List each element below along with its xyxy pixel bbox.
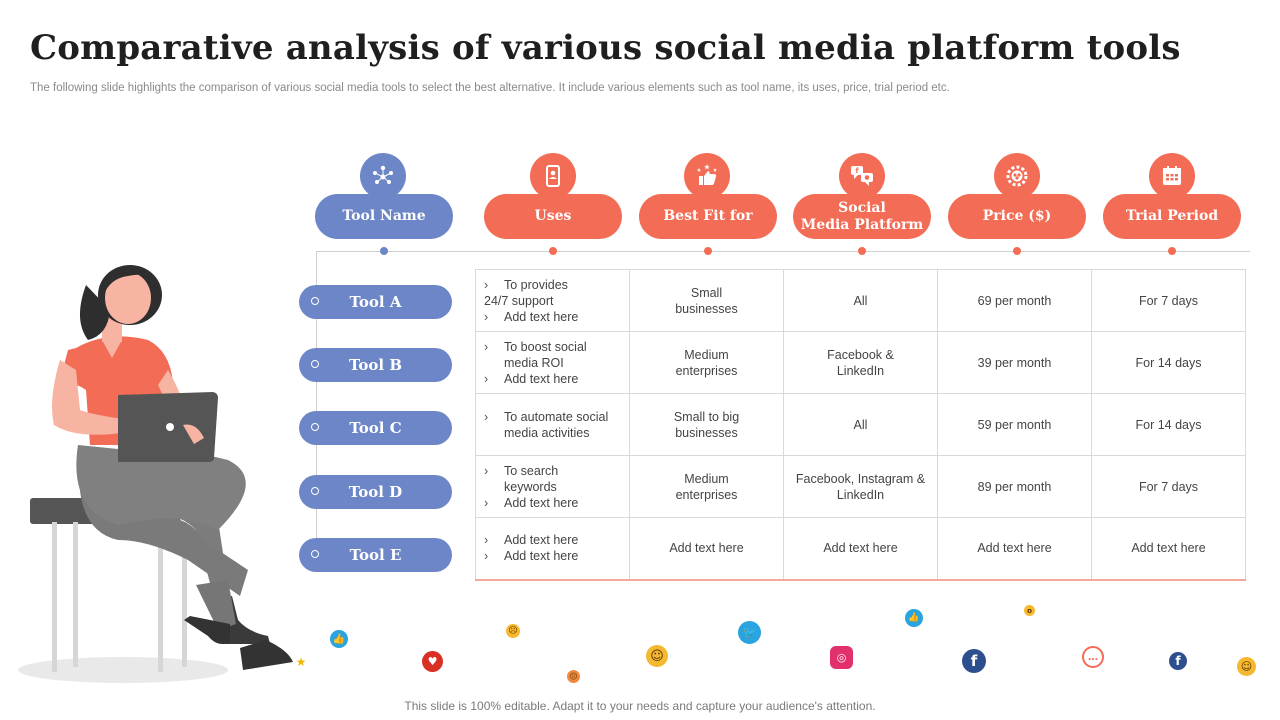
uses-cell: › To automate social media activities	[475, 393, 630, 456]
price-cell: Add text here	[937, 517, 1092, 581]
uses-cell: › To boost social media ROI › Add text her…	[475, 331, 630, 394]
people-network-icon	[360, 153, 406, 199]
uses-text: To automate social	[504, 409, 609, 424]
heart-icon: ♥	[422, 651, 443, 672]
platform-cell: All	[783, 393, 938, 456]
header-price: Price ($)	[948, 194, 1086, 239]
header-trial-period: Trial Period	[1103, 194, 1241, 239]
platform-cell: Facebook, Instagram & LinkedIn	[783, 455, 938, 518]
ring-icon	[311, 487, 319, 495]
thumbs-up-stars-icon	[684, 153, 730, 199]
platform-cell: Add text here	[783, 517, 938, 581]
wow-emoji-icon: o	[1024, 605, 1035, 616]
header-social-platform: Social Media Platform	[793, 194, 931, 239]
uses-text: To provides	[504, 277, 568, 292]
uses-text: Add text here	[504, 495, 579, 510]
connector-dot	[549, 247, 557, 255]
calendar-icon	[1149, 153, 1195, 199]
table-row: › To search keywords › Add text here Mediu…	[475, 455, 1246, 518]
uses-text: Add text here	[504, 533, 579, 548]
price-cell: 59 per month	[937, 393, 1092, 456]
uses-text: 24/7 support	[484, 293, 554, 308]
twitter-icon: 🐦	[738, 621, 761, 644]
like-icon: 👍	[905, 609, 923, 627]
mobile-user-icon	[530, 153, 576, 199]
ring-icon	[311, 360, 319, 368]
tool-label: Tool E	[299, 538, 452, 572]
slide-footer: This slide is 100% editable. Adapt it to…	[404, 699, 876, 713]
facebook-icon: f	[1169, 652, 1187, 670]
tool-label: Tool B	[299, 348, 452, 382]
trial-cell: For 7 days	[1091, 269, 1246, 332]
tool-label: Tool A	[299, 285, 452, 319]
trial-cell: Add text here	[1091, 517, 1246, 581]
tool-name: Tool B	[348, 356, 403, 374]
price-cell: 89 per month	[937, 455, 1092, 518]
price-cell: 39 per month	[937, 331, 1092, 394]
uses-cell: › Add text here › Add text here	[475, 517, 630, 581]
slide-subtitle: The following slide highlights the compa…	[30, 82, 950, 94]
header-uses: Uses	[484, 194, 622, 239]
best-fit-cell: Add text here	[629, 517, 784, 581]
table-row: › To automate social media activities Sma…	[475, 393, 1246, 456]
best-fit-cell: Medium enterprises	[629, 331, 784, 394]
platform-cell: Facebook & LinkedIn	[783, 331, 938, 394]
tool-label: Tool D	[299, 475, 452, 509]
uses-cell: › To search keywords › Add text here	[475, 455, 630, 518]
laughing-emoji-icon: ☺	[646, 645, 668, 667]
platform-cell: All	[783, 269, 938, 332]
tool-name: Tool A	[349, 293, 402, 311]
trial-cell: For 7 days	[1091, 455, 1246, 518]
chat-bubble-icon: …	[1082, 646, 1104, 668]
instagram-icon: ◎	[830, 646, 853, 669]
svg-text:f: f	[855, 167, 859, 175]
connector-dot	[1168, 247, 1176, 255]
uses-text: keywords	[504, 479, 557, 494]
header-best-fit: Best Fit for	[639, 194, 777, 239]
uses-text: Add text here	[504, 371, 579, 386]
uses-text: To search	[504, 463, 559, 478]
table-row: › To boost social media ROI › Add text her…	[475, 331, 1246, 394]
gear-coins-icon	[994, 153, 1040, 199]
uses-text: Add text here	[504, 309, 579, 324]
tool-name: Tool C	[349, 419, 402, 437]
star-icon: ★	[295, 655, 307, 669]
ring-icon	[311, 423, 319, 431]
tool-name: Tool D	[348, 483, 403, 501]
best-fit-cell: Small businesses	[629, 269, 784, 332]
slide-title: Comparative analysis of various social m…	[30, 28, 1181, 68]
connector-dot	[380, 247, 388, 255]
uses-text: media activities	[504, 425, 590, 440]
table-row: › Add text here › Add text here Add text h…	[475, 517, 1246, 581]
trial-cell: For 14 days	[1091, 393, 1246, 456]
comparison-table: › To provides 24/7 support › Add text here…	[475, 269, 1246, 581]
tool-label: Tool C	[299, 411, 452, 445]
uses-text: To boost social	[504, 339, 587, 354]
sad-emoji-icon: ☹	[506, 624, 520, 638]
ring-icon	[311, 550, 319, 558]
connector-dot	[858, 247, 866, 255]
angry-emoji-icon: ☹	[567, 670, 580, 683]
tool-name: Tool E	[349, 546, 402, 564]
uses-cell: › To provides 24/7 support › Add text here	[475, 269, 630, 332]
best-fit-cell: Medium enterprises	[629, 455, 784, 518]
connector-dot	[704, 247, 712, 255]
uses-text: Add text here	[504, 549, 579, 564]
uses-text: media ROI	[504, 355, 564, 370]
woman-laptop-illustration	[18, 265, 293, 683]
surprised-emoji-icon: ☺	[1237, 657, 1256, 676]
trial-cell: For 14 days	[1091, 331, 1246, 394]
facebook-icon: f	[962, 649, 986, 673]
ring-icon	[311, 297, 319, 305]
best-fit-cell: Small to big businesses	[629, 393, 784, 456]
connector-line	[316, 251, 1250, 252]
social-chat-icon: f	[839, 153, 885, 199]
connector-dot	[1013, 247, 1021, 255]
header-tool-name: Tool Name	[315, 194, 453, 239]
like-icon: 👍	[330, 630, 348, 648]
table-row: › To provides 24/7 support › Add text here…	[475, 269, 1246, 332]
price-cell: 69 per month	[937, 269, 1092, 332]
connector-line-vertical	[316, 251, 317, 551]
